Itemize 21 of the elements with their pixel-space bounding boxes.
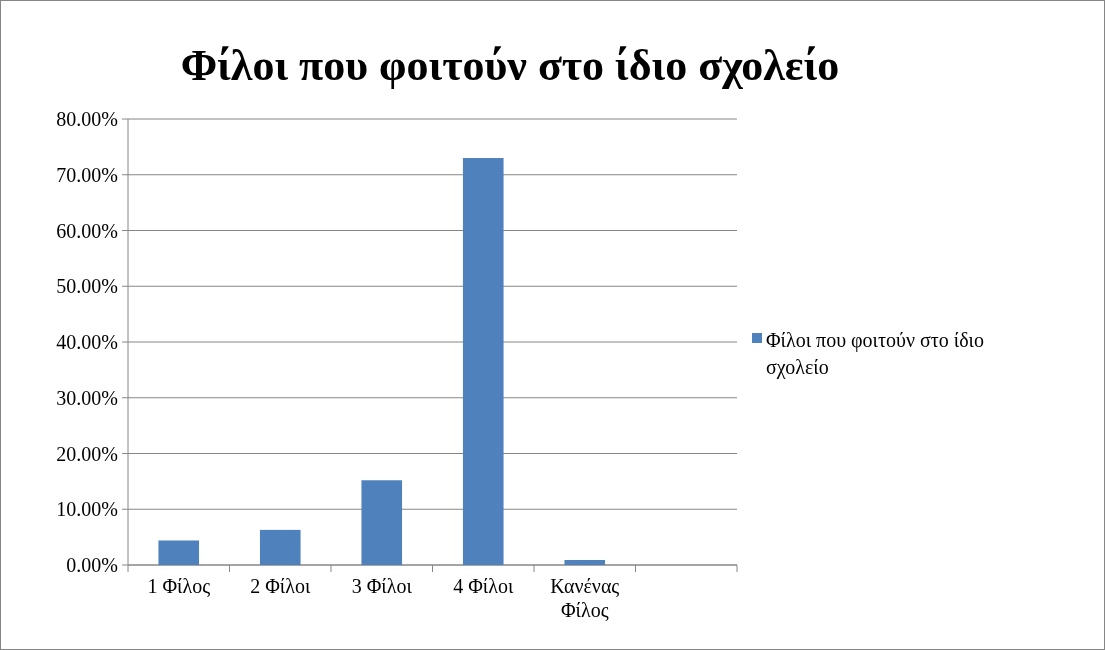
bar [462,158,504,565]
chart-title: Φίλοι που φοιτούν στο ίδιο σχολείο [180,41,840,90]
y-tick-label: 20.00% [56,442,118,465]
x-tick-label: 4 Φίλοι [453,575,514,597]
x-tick-label: 3 Φίλοι [351,575,413,597]
x-tick-label: 2 Φίλοι [250,575,311,597]
legend-label: Φίλοι που φοιτούν στο ίδιο σχολείο [766,329,984,379]
y-tick-label: 60.00% [56,219,118,242]
y-tick-label: 30.00% [56,386,118,409]
y-tick-label: 40.00% [56,331,118,353]
x-tick-label: 1 Φίλος [147,575,211,597]
x-tick-label: Κανένας Φίλος [550,575,620,621]
bar [564,559,606,565]
y-tick-label: 70.00% [56,163,118,186]
y-tick-label: 50.00% [56,275,118,298]
y-tick-label: 80.00% [56,108,118,130]
y-tick-label: 10.00% [56,498,118,521]
bar [361,480,403,565]
bar [259,529,301,565]
y-tick-label: 0.00% [66,554,118,576]
bar [158,540,200,565]
